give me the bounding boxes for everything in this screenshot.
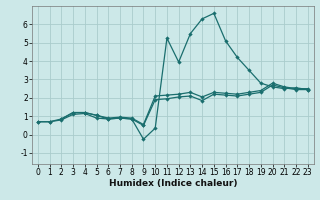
X-axis label: Humidex (Indice chaleur): Humidex (Indice chaleur) [108, 179, 237, 188]
